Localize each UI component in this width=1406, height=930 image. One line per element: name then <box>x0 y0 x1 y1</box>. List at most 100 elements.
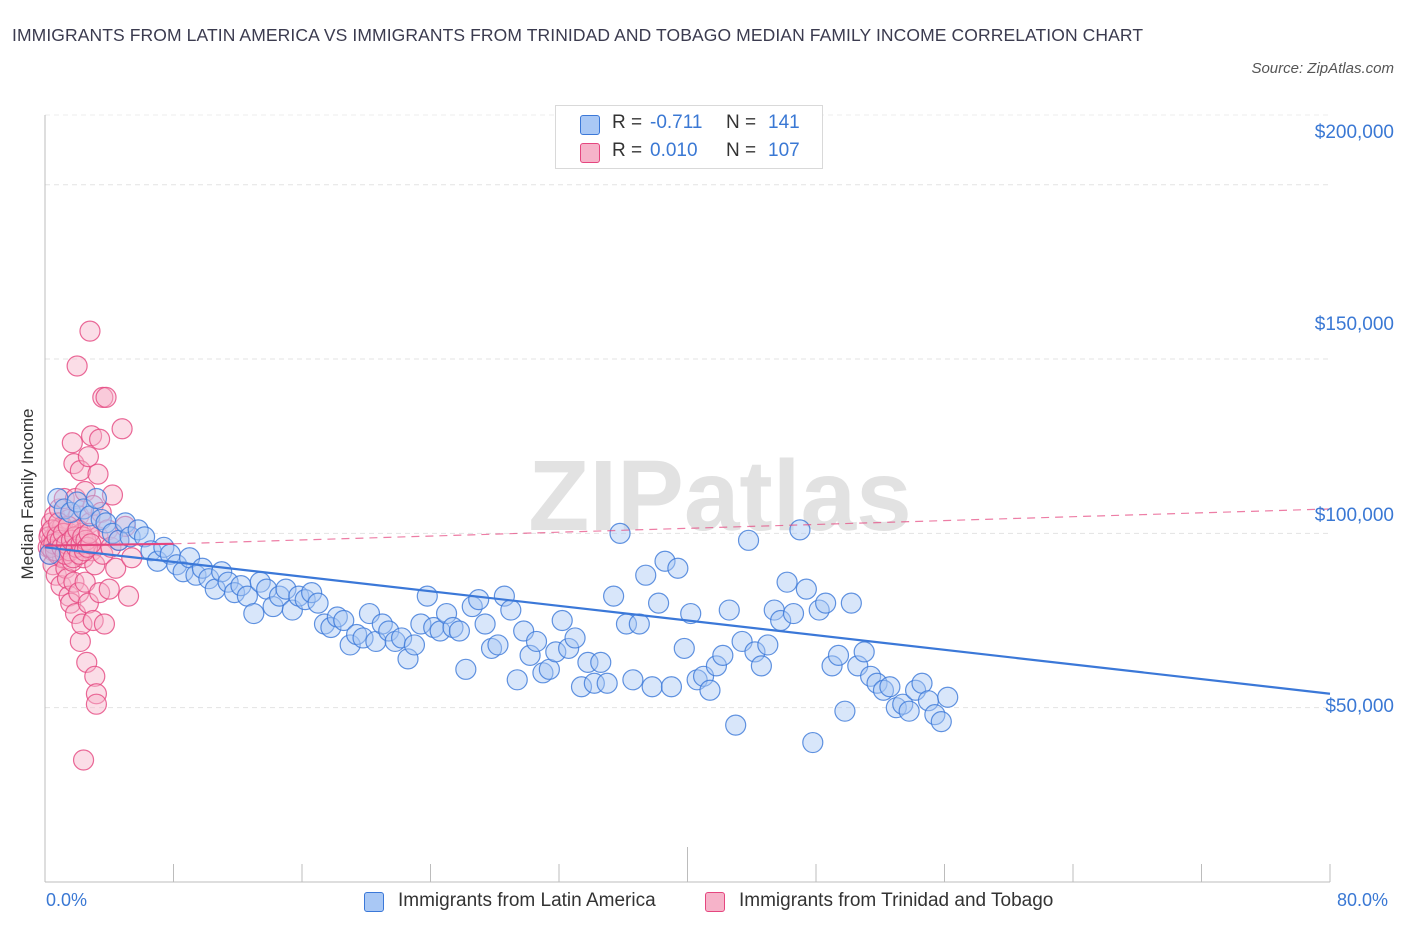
legend-r-label: R = <box>612 112 643 133</box>
scatter-point-latin-america <box>288 585 310 607</box>
scatter-point-latin-america <box>782 602 805 625</box>
bottom-legend-trinidad: Immigrants from Trinidad and Tobago <box>705 888 1105 916</box>
scatter-point-trinidad <box>89 428 111 450</box>
scatter-point-latin-america <box>718 599 740 621</box>
scatter-point-latin-america <box>85 487 108 510</box>
y-tick-label-200k: $200,000 <box>1314 122 1394 143</box>
watermark: ZIPatlas <box>528 440 912 552</box>
scatter-point-latin-america <box>667 557 689 579</box>
scatter-point-latin-america <box>827 644 850 666</box>
scatter-point-trinidad <box>77 446 99 468</box>
scatter-point-trinidad <box>63 571 85 593</box>
scatter-point-latin-america <box>410 613 432 635</box>
scatter-point-latin-america <box>506 669 528 691</box>
scatter-point-latin-america <box>558 637 580 660</box>
scatter-point-latin-america <box>583 672 605 694</box>
legend-n-value: 141 <box>768 112 800 133</box>
scatter-point-trinidad <box>66 355 88 377</box>
scatter-point-latin-america <box>590 651 612 673</box>
scatter-point-latin-america <box>898 700 920 722</box>
scatter-point-latin-america <box>635 564 657 586</box>
scatter-point-latin-america <box>352 627 374 649</box>
scatter-point-latin-america <box>307 592 329 614</box>
scatter-point-latin-america <box>243 602 265 625</box>
scatter-point-latin-america <box>320 616 342 639</box>
scatter-point-latin-america <box>346 623 368 646</box>
scatter-point-latin-america <box>815 592 837 614</box>
trend-line-latin-america <box>44 546 1331 695</box>
scatter-point-latin-america <box>53 498 75 520</box>
scatter-point-trinidad <box>87 463 109 485</box>
scatter-point-latin-america <box>551 609 573 632</box>
scatter-point-latin-america <box>795 578 817 600</box>
scatter-point-latin-america <box>114 512 136 534</box>
scatter-point-latin-america <box>641 676 663 698</box>
y-tick-label-150k: $150,000 <box>1314 314 1394 335</box>
scatter-point-trinidad <box>105 557 127 579</box>
trend-line-trinidad-extension <box>173 508 1331 545</box>
scatter-point-trinidad <box>95 386 117 408</box>
scatter-point-latin-america <box>468 589 490 611</box>
scatter-point-latin-america <box>448 620 471 642</box>
scatter-point-latin-america <box>275 578 297 600</box>
scatter-point-latin-america <box>699 679 721 701</box>
scatter-point-latin-america <box>737 529 760 551</box>
x-tick-label-max: 80.0% <box>1337 890 1389 910</box>
scatter-point-trinidad <box>84 665 106 687</box>
scatter-point-trinidad <box>79 320 101 342</box>
scatter-point-latin-america <box>326 606 348 628</box>
legend-r-value: -0.711 <box>650 112 703 133</box>
scatter-point-latin-america <box>840 592 862 614</box>
scatter-point-latin-america <box>119 526 141 548</box>
legend-n-label: N = <box>726 112 757 133</box>
scatter-point-latin-america <box>519 644 541 666</box>
scatter-point-trinidad <box>111 418 133 440</box>
scatter-point-latin-america <box>301 582 323 604</box>
scatter-point-latin-america <box>853 641 875 663</box>
scatter-point-latin-america <box>487 634 509 656</box>
scatter-point-latin-america <box>474 613 496 635</box>
scatter-point-latin-america <box>442 616 464 639</box>
scatter-point-latin-america <box>577 651 599 673</box>
legend-r-value: 0.010 <box>650 140 698 161</box>
scatter-point-latin-america <box>744 641 766 663</box>
scatter-point-latin-america <box>725 714 747 736</box>
scatter-point-latin-america <box>802 731 824 754</box>
scatter-point-latin-america <box>834 700 856 722</box>
legend-swatch-blue <box>580 115 600 135</box>
scatter-point-latin-america <box>789 519 811 541</box>
scatter-point-latin-america <box>680 602 702 625</box>
scatter-point-latin-america <box>397 648 419 670</box>
scatter-point-latin-america <box>570 676 593 698</box>
scatter-point-latin-america <box>217 571 239 593</box>
trend-line-trinidad <box>44 542 174 547</box>
scatter-point-latin-america <box>821 655 843 677</box>
scatter-point-latin-america <box>673 637 695 660</box>
scatter-point-trinidad <box>74 571 96 593</box>
scatter-point-latin-america <box>480 637 503 660</box>
legend-r-label: R = <box>612 140 643 161</box>
chart-title: IMMIGRANTS FROM LATIN AMERICA VS IMMIGRA… <box>12 25 1144 45</box>
scatter-point-trinidad <box>117 585 140 607</box>
scatter-point-latin-america <box>879 676 901 698</box>
scatter-point-latin-america <box>628 613 650 635</box>
scatter-point-latin-america <box>872 679 895 701</box>
scatter-point-latin-america <box>525 630 548 653</box>
axes <box>44 115 1331 883</box>
legend-n-label: N = <box>726 140 757 161</box>
scatter-point-trinidad <box>98 578 120 600</box>
scatter-point-trinidad <box>69 630 91 653</box>
trend-lines <box>44 508 1331 695</box>
series-latin-america-points <box>39 487 959 754</box>
bottom-legend-latin-america: Immigrants from Latin America <box>364 888 694 916</box>
scatter-point-latin-america <box>378 620 400 642</box>
scatter-point-latin-america <box>435 602 458 625</box>
scatter-point-latin-america <box>133 526 156 548</box>
legend-swatch-pink <box>580 143 600 163</box>
scatter-point-latin-america <box>930 711 952 733</box>
scatter-point-latin-america <box>532 662 554 684</box>
scatter-point-trinidad <box>85 693 108 715</box>
scatter-point-trinidad <box>101 484 124 506</box>
legend-row-trinidad: R = 0.010 N = 107 <box>580 138 820 166</box>
